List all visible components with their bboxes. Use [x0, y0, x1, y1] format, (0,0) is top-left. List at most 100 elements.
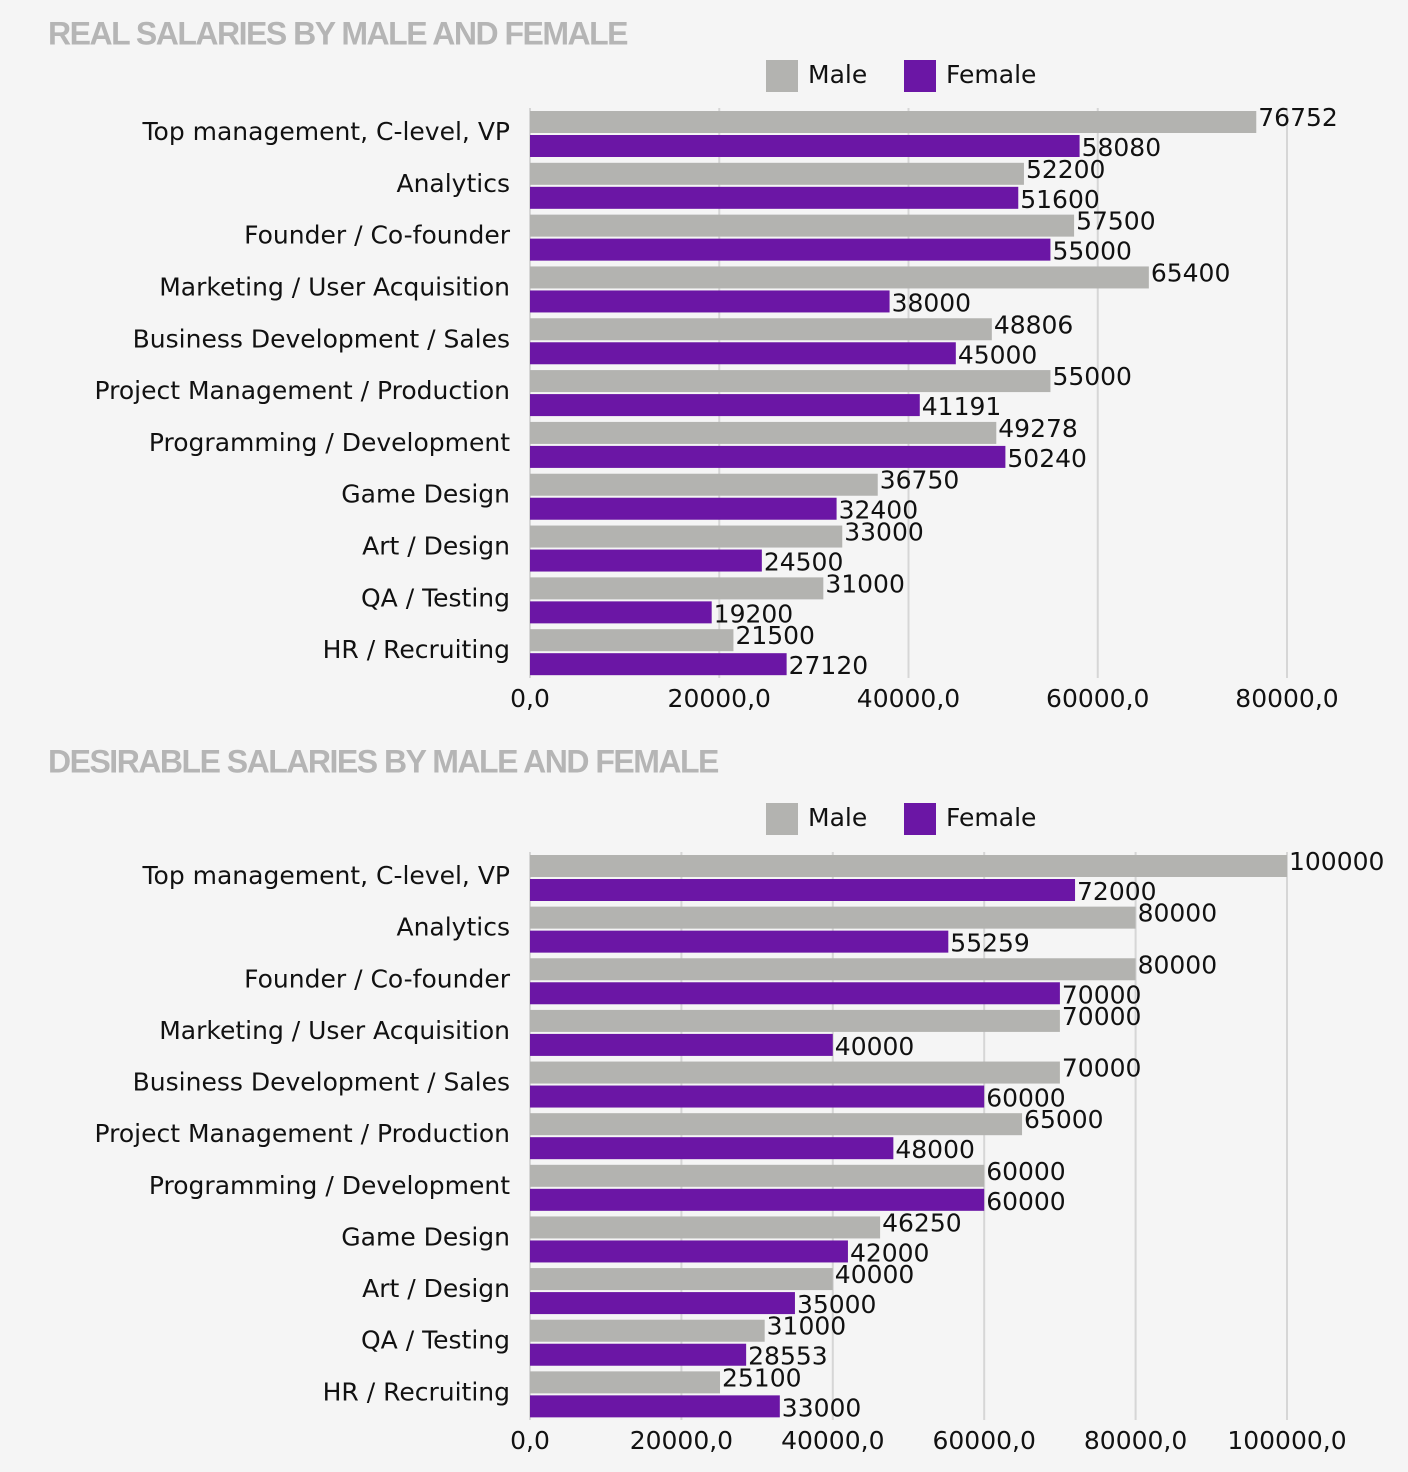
value-label: 27120 [789, 651, 869, 680]
value-label: 70000 [1062, 980, 1142, 1009]
value-label: 48000 [895, 1135, 975, 1164]
category-label: Game Design [341, 1222, 510, 1251]
value-label: 31000 [767, 1312, 847, 1341]
value-label: 72000 [1077, 877, 1157, 906]
bar [530, 342, 956, 365]
value-label: 52200 [1026, 155, 1106, 184]
value-label: 57500 [1076, 207, 1156, 236]
value-label: 80000 [1138, 899, 1218, 928]
x-tick-label: 80000,0 [1084, 1426, 1187, 1455]
bar [530, 1085, 985, 1108]
value-label: 60000 [986, 1084, 1066, 1113]
value-label: 70000 [1062, 1002, 1142, 1031]
bar [530, 525, 843, 548]
category-label: HR / Recruiting [323, 635, 510, 664]
category-label: Marketing / User Acquisition [159, 272, 510, 301]
value-label: 19200 [714, 599, 794, 628]
bar [530, 577, 824, 600]
bar [530, 982, 1060, 1005]
category-label: Analytics [396, 913, 510, 942]
value-label: 28553 [748, 1342, 828, 1371]
x-tick-label: 60000,0 [1046, 684, 1149, 713]
category-label: Founder / Co-founder [244, 964, 511, 993]
bar [530, 958, 1136, 981]
value-label: 100000 [1289, 847, 1384, 876]
category-label: QA / Testing [361, 1326, 510, 1355]
value-label: 60000 [986, 1187, 1066, 1216]
bar [530, 473, 878, 496]
value-label: 25100 [722, 1363, 802, 1392]
value-label: 24500 [764, 548, 844, 577]
x-tick-label: 40000,0 [857, 684, 960, 713]
category-label: Top management, C-level, VP [142, 117, 511, 146]
bar [530, 906, 1136, 929]
category-label: Top management, C-level, VP [142, 861, 511, 890]
x-tick-label: 20000,0 [668, 684, 771, 713]
legend-swatch [904, 60, 936, 92]
legend-label: Male [808, 803, 867, 832]
bar [530, 214, 1075, 237]
bar [530, 653, 787, 676]
value-label: 70000 [1062, 1054, 1142, 1083]
bar [530, 370, 1051, 393]
x-tick-label: 40000,0 [781, 1426, 884, 1455]
category-label: Founder / Co-founder [244, 221, 511, 250]
bar [530, 1319, 765, 1342]
bar [530, 879, 1076, 901]
value-label: 33000 [844, 518, 924, 547]
bar [530, 1137, 894, 1160]
category-label: Analytics [396, 169, 510, 198]
bar [530, 445, 1006, 468]
category-label: Programming / Development [149, 428, 510, 457]
bar [530, 629, 734, 652]
value-label: 55259 [950, 929, 1030, 958]
category-label: Business Development / Sales [133, 1068, 510, 1097]
value-label: 58080 [1082, 133, 1162, 162]
value-label: 60000 [986, 1157, 1066, 1186]
category-label: Project Management / Production [95, 1119, 511, 1148]
bar [530, 1268, 833, 1291]
legend-label: Female [946, 803, 1036, 832]
legend-swatch [766, 803, 798, 835]
bar [530, 318, 992, 341]
bar [530, 549, 762, 572]
chart-title: DESIRABLE SALARIES BY MALE AND FEMALE [48, 743, 719, 779]
bar [530, 111, 1257, 133]
bar [530, 290, 890, 313]
category-label: Programming / Development [149, 1171, 510, 1200]
value-label: 46250 [882, 1208, 962, 1237]
bar [530, 1371, 721, 1394]
bar [530, 266, 1149, 289]
x-tick-label: 0,0 [510, 1426, 550, 1455]
bar [530, 1009, 1060, 1032]
value-label: 42000 [850, 1238, 930, 1267]
bar [530, 421, 997, 444]
bar [530, 1164, 985, 1187]
bar [530, 135, 1080, 157]
legend-label: Male [808, 60, 867, 89]
bar [530, 1343, 747, 1366]
value-label: 41191 [922, 392, 1002, 421]
bar [530, 1113, 1023, 1136]
value-label: 49278 [998, 414, 1078, 443]
value-label: 55000 [1052, 362, 1132, 391]
value-label: 80000 [1138, 950, 1218, 979]
bar [530, 1188, 985, 1211]
bar [530, 1033, 833, 1056]
value-label: 38000 [892, 288, 972, 317]
bar [530, 162, 1024, 185]
value-label: 32400 [839, 496, 919, 525]
bar [530, 1240, 848, 1263]
bar [530, 1395, 780, 1418]
value-label: 33000 [782, 1393, 862, 1422]
value-label: 21500 [735, 621, 815, 650]
x-tick-label: 60000,0 [933, 1426, 1036, 1455]
legend-label: Female [946, 60, 1036, 89]
value-label: 65400 [1151, 258, 1231, 287]
value-label: 31000 [825, 569, 905, 598]
value-label: 48806 [994, 310, 1074, 339]
x-tick-label: 20000,0 [630, 1426, 733, 1455]
value-label: 40000 [835, 1032, 915, 1061]
value-label: 76752 [1258, 103, 1338, 132]
